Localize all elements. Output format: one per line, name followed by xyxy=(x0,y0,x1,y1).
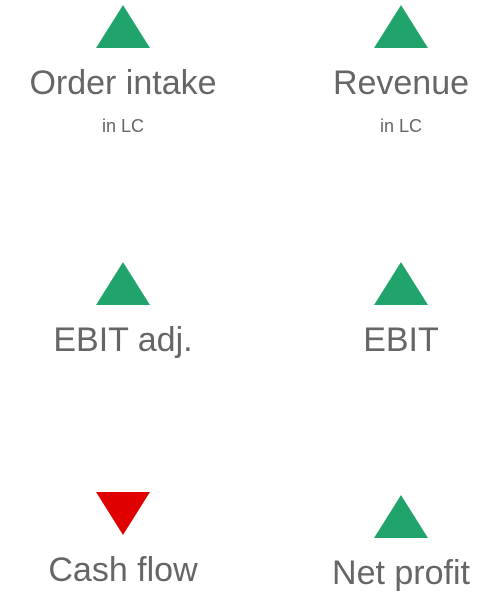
kpi-sublabel: in LC xyxy=(380,116,422,136)
kpi-sublabel: in LC xyxy=(102,116,144,136)
kpi-label: Order intake xyxy=(29,64,216,102)
kpi-label: Net profit xyxy=(332,554,470,592)
trend-arrow xyxy=(374,262,428,305)
kpi-label: EBIT xyxy=(363,321,439,359)
trend-arrow xyxy=(96,492,150,535)
trend-arrow xyxy=(96,262,150,305)
trend-arrow xyxy=(374,495,428,538)
kpi-label: EBIT adj. xyxy=(53,321,192,359)
trend-arrow xyxy=(374,5,428,48)
kpi-label: Cash flow xyxy=(48,551,198,589)
kpi-label: Revenue xyxy=(333,64,469,102)
trend-arrow xyxy=(96,5,150,48)
